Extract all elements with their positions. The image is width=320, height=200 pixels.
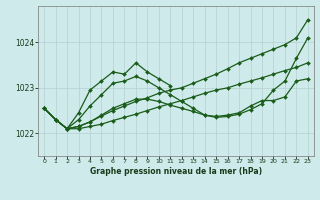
X-axis label: Graphe pression niveau de la mer (hPa): Graphe pression niveau de la mer (hPa) (90, 167, 262, 176)
